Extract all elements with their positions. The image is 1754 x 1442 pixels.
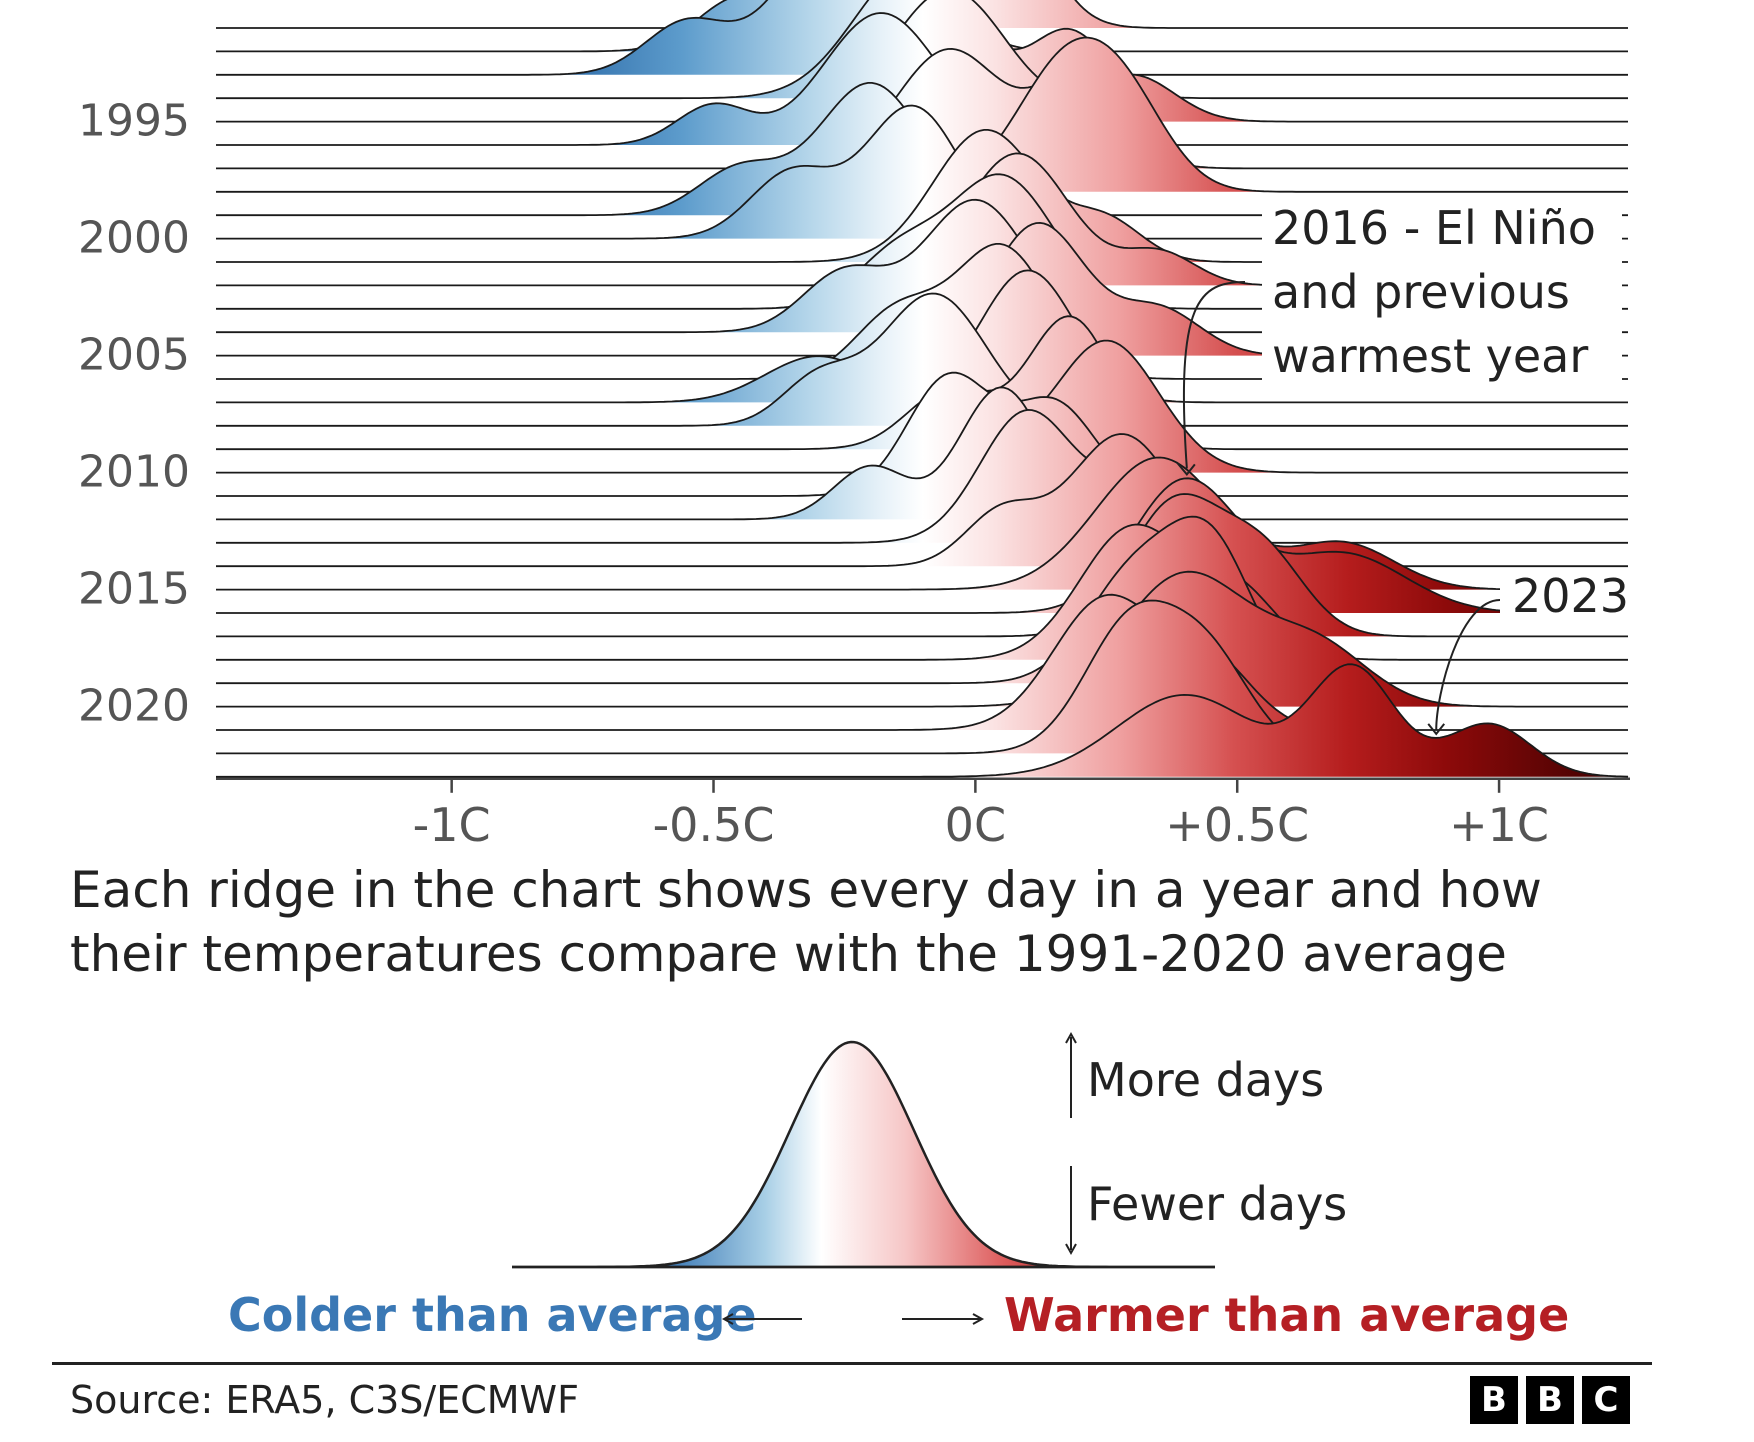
x-tick-label: -1C xyxy=(413,798,491,852)
x-tick-label: -0.5C xyxy=(653,798,775,852)
legend-key: More days Fewer days Colder than average… xyxy=(228,1031,1569,1342)
ridge-line xyxy=(216,0,1628,123)
annotation-2023: 2023 xyxy=(1512,569,1629,623)
ridge-2021 xyxy=(216,593,1630,731)
chart-caption: Each ridge in the chart shows every day … xyxy=(70,861,1542,983)
ridge-2008 xyxy=(216,292,1630,427)
year-label: 2005 xyxy=(78,330,190,381)
colder-label: Colder than average xyxy=(228,1288,757,1342)
ridge-line xyxy=(216,593,1628,731)
more-days-arrow-head xyxy=(1065,1031,1077,1044)
ridge-fill xyxy=(216,594,1630,730)
x-tick-label: +0.5C xyxy=(1165,798,1309,852)
year-label: 1995 xyxy=(78,96,190,147)
ridge-fill xyxy=(216,199,1630,333)
ridge-line xyxy=(216,663,1629,778)
ridge-line xyxy=(216,0,1628,53)
ridge-2019 xyxy=(216,515,1630,685)
ridge-line xyxy=(216,47,1628,170)
annotation-arrow-head xyxy=(1176,461,1196,476)
ridge-fill xyxy=(216,494,1630,637)
ridge-line xyxy=(216,515,1628,685)
ridge-line xyxy=(216,0,1628,100)
ridge-fill xyxy=(216,105,1630,239)
ridge-line xyxy=(216,292,1628,427)
footer-rule xyxy=(52,1362,1652,1365)
fewer-days-arrow-head xyxy=(1065,1243,1077,1256)
year-axis: 1995 2000 2005 2010 2015 2020 xyxy=(78,96,190,732)
ridge-2012 xyxy=(216,386,1630,521)
annotation-arrow xyxy=(1435,599,1501,730)
ridge-line xyxy=(216,523,1628,661)
x-tick-label: +1C xyxy=(1449,798,1549,852)
annotation-backing xyxy=(1262,196,1622,388)
ridge-line xyxy=(216,386,1628,521)
year-label: 2010 xyxy=(78,447,190,498)
annotation-el-nino-line: warmest year xyxy=(1272,329,1588,383)
year-label: 2015 xyxy=(78,564,190,615)
annotation-backing xyxy=(1500,568,1628,628)
ridge-line xyxy=(216,371,1628,497)
ridge-2017 xyxy=(216,493,1630,638)
more-days-label: More days xyxy=(1087,1053,1324,1107)
ridge-line xyxy=(216,408,1628,544)
ridge-fill xyxy=(216,571,1630,707)
ridge-2020 xyxy=(216,570,1630,708)
ridge-line xyxy=(216,477,1628,614)
colder-arrow-head xyxy=(721,1313,734,1325)
annotation-el-nino-line: 2016 - El Niño xyxy=(1272,201,1596,255)
bbc-logo: B B C xyxy=(1470,1376,1630,1424)
fewer-days-label: Fewer days xyxy=(1087,1177,1347,1231)
bbc-logo-letter: C xyxy=(1582,1376,1630,1424)
year-label: 2000 xyxy=(78,213,190,264)
ridge-fill xyxy=(216,372,1630,496)
ridge-line xyxy=(216,456,1628,591)
bbc-logo-letter: B xyxy=(1470,1376,1518,1424)
source-text: Source: ERA5, C3S/ECMWF xyxy=(70,1378,579,1422)
annotation-arrow-head xyxy=(1427,723,1446,736)
ridge-fill xyxy=(216,293,1630,426)
ridge-group xyxy=(216,0,1630,778)
ridge-fill xyxy=(216,387,1630,520)
ridge-line xyxy=(216,12,1628,146)
bbc-logo-letter: B xyxy=(1526,1376,1574,1424)
ridge-line xyxy=(216,0,1628,29)
annotations: 2016 - El Niño and previous warmest year 20… xyxy=(1176,196,1629,736)
ridge-2023 xyxy=(216,663,1630,778)
ridge-line xyxy=(216,493,1628,638)
x-tick-label: 0C xyxy=(945,798,1006,852)
warmer-arrow-head xyxy=(972,1313,985,1325)
ridge-2011 xyxy=(216,371,1630,497)
year-label: 2020 xyxy=(78,681,190,732)
ridge-line xyxy=(216,570,1628,708)
ridge-fill xyxy=(216,664,1630,777)
warmer-label: Warmer than average xyxy=(1004,1288,1569,1342)
annotation-el-nino-line: and previous xyxy=(1272,265,1570,319)
temperature-axis: -1C -0.5C 0C +0.5C +1C xyxy=(216,777,1630,852)
ridge-2013 xyxy=(216,408,1630,544)
annotation-arrow xyxy=(1182,281,1246,469)
